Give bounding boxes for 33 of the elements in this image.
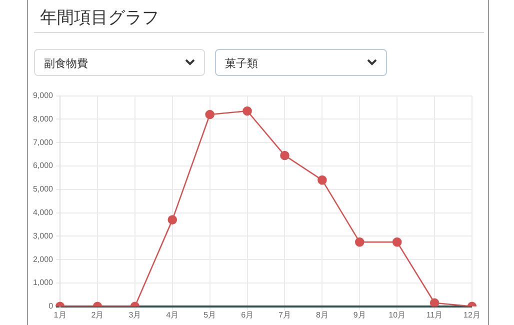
point bbox=[242, 106, 252, 116]
x-tick-label: 10月 bbox=[388, 310, 406, 320]
x-tick-label: 6月 bbox=[241, 310, 254, 320]
point bbox=[430, 298, 440, 306]
x-tick-label: 11月 bbox=[426, 310, 443, 320]
point bbox=[205, 110, 214, 120]
point bbox=[392, 237, 402, 247]
y-tick-label: 8,000 bbox=[32, 114, 54, 124]
text: 菓子類 bbox=[225, 57, 258, 70]
y-tick-label: 4,000 bbox=[32, 208, 54, 218]
point bbox=[168, 215, 178, 224]
x-tick-label: 1月 bbox=[54, 310, 66, 320]
y-tick-label: 0 bbox=[48, 302, 54, 311]
x-tick-label: 9月 bbox=[353, 310, 366, 320]
point bbox=[354, 237, 364, 247]
x-tick-label: 8月 bbox=[316, 310, 328, 320]
y-tick-label: 6,000 bbox=[32, 161, 54, 170]
y-tick-label: 7,000 bbox=[32, 138, 54, 147]
chart-title: 年間項目グラフ bbox=[40, 7, 159, 29]
x-tick-label: 5月 bbox=[204, 310, 216, 320]
point bbox=[318, 175, 327, 185]
y-tick-label: 2,000 bbox=[32, 254, 54, 264]
y-tick-label: 1,000 bbox=[32, 278, 54, 288]
x-tick-label: 3月 bbox=[128, 310, 142, 320]
x-tick-label: 12月 bbox=[464, 310, 480, 320]
y-tick-label: 3,000 bbox=[32, 231, 54, 240]
y-tick-label: 9,000 bbox=[32, 91, 54, 100]
y-tick-label: 5,000 bbox=[32, 184, 54, 194]
point bbox=[280, 150, 290, 160]
x-tick-label: 7月 bbox=[278, 310, 291, 320]
x-tick-label: 2月 bbox=[91, 310, 104, 320]
x-tick-label: 4月 bbox=[166, 310, 179, 320]
text: 副食物費 bbox=[44, 57, 88, 70]
